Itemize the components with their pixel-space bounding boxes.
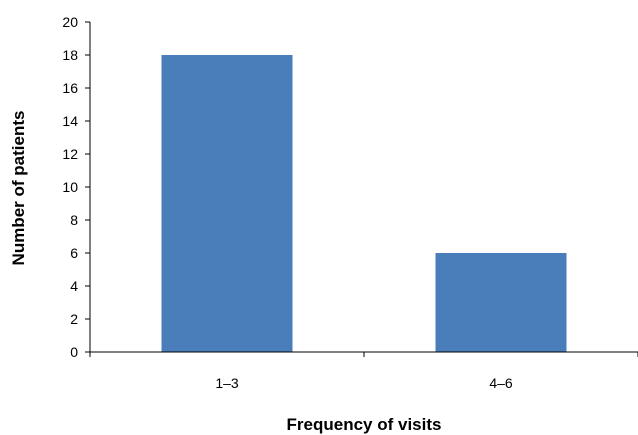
y-tick-label: 8 [70,212,78,228]
y-tick-label: 2 [70,311,78,327]
y-tick-label: 18 [62,47,78,63]
y-tick-label: 6 [70,245,78,261]
y-tick-label: 16 [62,80,78,96]
x-axis-title: Frequency of visits [287,415,442,434]
y-axis-ticks: 0 2 4 6 8 10 12 14 16 18 20 [62,14,90,360]
x-tick-label: 4–6 [489,375,513,391]
y-tick-label: 14 [62,113,78,129]
bars [161,55,567,352]
y-tick-label: 0 [70,344,78,360]
bar-1 [161,55,293,352]
x-tick-label: 1–3 [215,375,239,391]
y-tick-label: 10 [62,179,78,195]
y-tick-label: 20 [62,14,78,30]
y-tick-label: 12 [62,146,78,162]
x-axis-ticks: 1–3 4–6 [89,352,638,391]
y-tick-label: 4 [70,278,78,294]
bar-2 [435,253,567,352]
y-axis-title: Number of patients [9,111,28,266]
